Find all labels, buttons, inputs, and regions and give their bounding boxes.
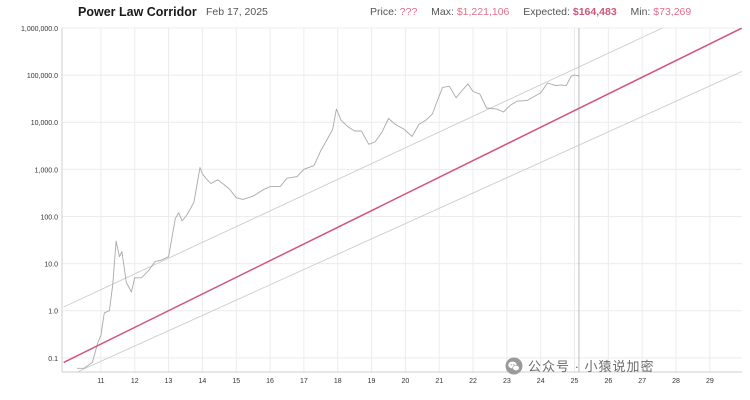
chart-title: Power Law Corridor	[78, 5, 197, 19]
price-stats: Price: ??? Max: $1,221,106 Expected: $16…	[370, 6, 691, 18]
x-tick-label: 18	[334, 378, 342, 385]
y-tick-label: 10,000.0	[31, 120, 58, 127]
y-tick-label: 1,000.0	[35, 167, 58, 174]
x-tick-label: 29	[706, 378, 714, 385]
expected-value: $164,483	[572, 6, 617, 18]
x-tick-label: 25	[571, 378, 579, 385]
chart-header: Power Law Corridor Feb 17, 2025 Price: ?…	[0, 0, 750, 26]
x-tick-label: 21	[435, 378, 443, 385]
x-tick-label: 24	[537, 378, 545, 385]
x-tick-label: 17	[300, 378, 308, 385]
lower-bound-line	[77, 70, 742, 372]
x-tick-label: 12	[131, 378, 139, 385]
min-value: $73,269	[653, 6, 692, 18]
x-tick-label: 14	[198, 378, 206, 385]
x-tick-label: 15	[232, 378, 240, 385]
wechat-icon	[505, 357, 523, 374]
chart-date: Feb 17, 2025	[206, 6, 268, 18]
x-tick-label: 28	[672, 378, 680, 385]
watermark-text: 公众号 · 小猿说加密	[528, 359, 655, 374]
x-tick-label: 20	[401, 378, 409, 385]
expected-label: Expected:	[523, 6, 570, 18]
x-tick-label: 22	[469, 378, 477, 385]
y-tick-label: 0.1	[48, 356, 58, 363]
x-tick-label: 23	[503, 378, 511, 385]
x-tick-label: 11	[97, 378, 104, 385]
upper-bound-line	[63, 28, 663, 308]
y-tick-label: 1.0	[48, 309, 58, 316]
max-label: Max:	[431, 6, 454, 18]
x-tick-label: 27	[638, 378, 646, 385]
price-value: ???	[399, 6, 418, 18]
max-value: $1,221,106	[456, 6, 510, 18]
y-tick-label: 100,000.0	[27, 73, 58, 80]
watermark: 公众号 · 小猿说加密	[505, 356, 655, 375]
price-label: Price:	[370, 6, 397, 18]
x-tick-label: 16	[266, 378, 274, 385]
y-tick-label: 10.0	[44, 262, 58, 269]
y-tick-label: 100.0	[40, 214, 58, 221]
min-label: Min:	[630, 6, 651, 18]
expected-line	[63, 28, 742, 364]
y-tick-label: 1,000,000.0	[21, 26, 58, 33]
x-tick-label: 26	[604, 378, 612, 385]
x-tick-label: 19	[368, 378, 376, 385]
x-tick-label: 13	[165, 378, 173, 385]
price-line	[77, 74, 579, 369]
